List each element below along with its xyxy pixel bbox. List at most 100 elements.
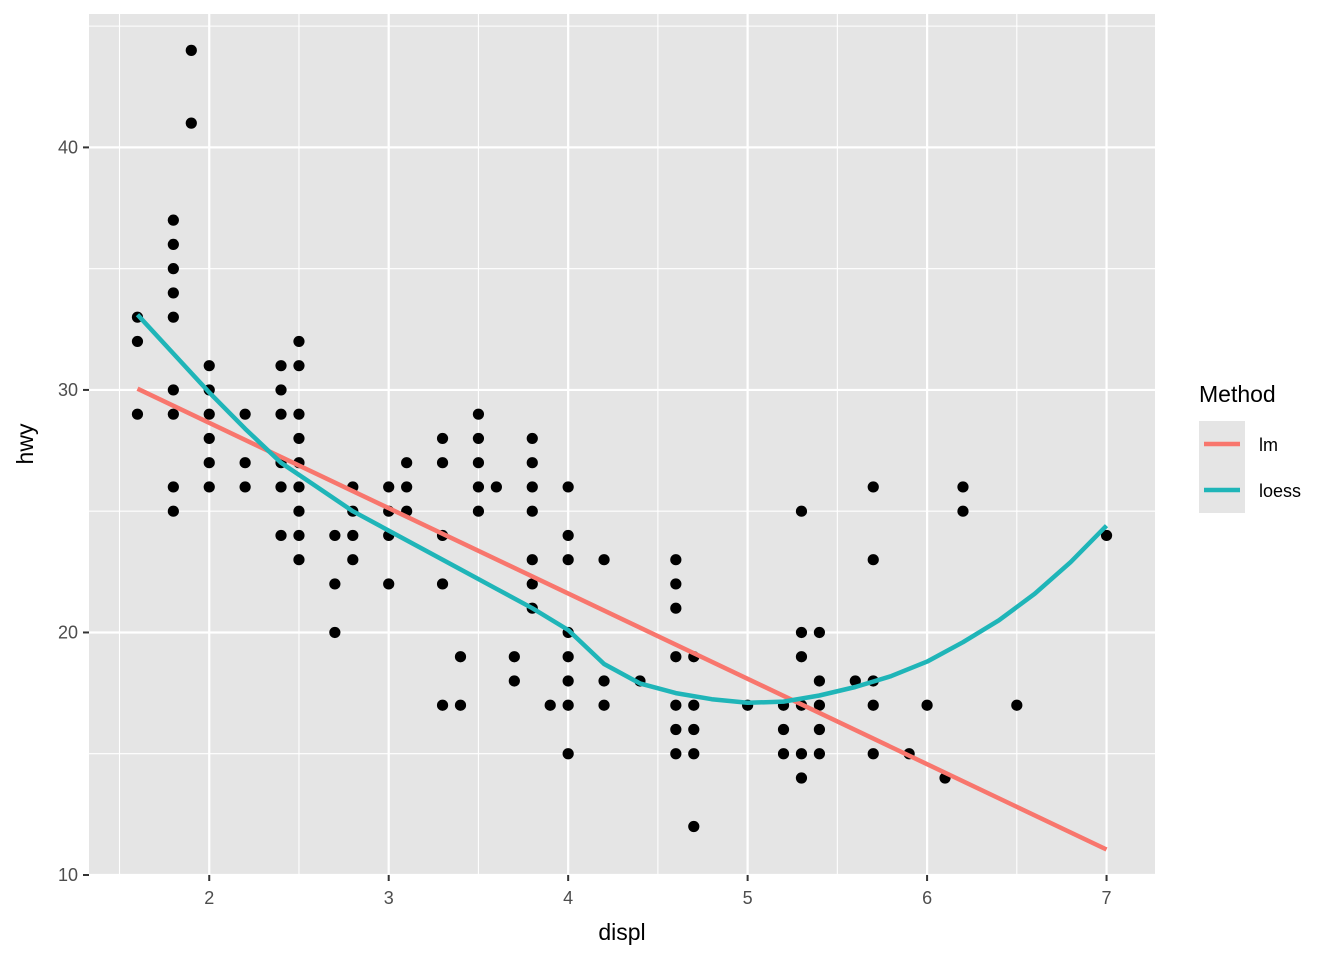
data-point <box>526 578 538 590</box>
data-point <box>490 481 502 493</box>
data-point <box>436 699 449 711</box>
data-point <box>329 529 341 542</box>
data-point <box>347 529 359 542</box>
data-point <box>203 408 215 420</box>
data-point <box>293 360 305 372</box>
data-point <box>562 529 574 542</box>
data-point <box>401 457 413 469</box>
data-point <box>472 432 485 445</box>
data-point <box>185 117 197 129</box>
x-tick-label: 7 <box>1102 888 1112 908</box>
data-point <box>167 408 179 420</box>
data-point <box>688 820 700 833</box>
data-point <box>867 699 879 711</box>
x-tick-label: 4 <box>563 888 573 908</box>
legend: Method lm loess <box>1199 381 1301 513</box>
data-point <box>526 505 538 517</box>
data-point <box>472 505 485 517</box>
data-point <box>329 626 341 639</box>
data-point <box>329 578 341 590</box>
data-point <box>670 554 682 566</box>
data-point <box>670 748 682 760</box>
data-point <box>562 481 574 493</box>
data-point <box>167 505 179 517</box>
data-point <box>454 699 467 711</box>
data-point <box>526 432 538 445</box>
data-point <box>131 408 144 420</box>
data-points <box>131 44 1113 833</box>
data-point <box>867 481 879 493</box>
data-point <box>167 311 179 323</box>
data-point <box>185 44 197 56</box>
data-point <box>347 554 359 566</box>
x-tick-label: 5 <box>743 888 753 908</box>
data-point <box>472 408 485 420</box>
series-line-loess <box>135 313 1109 706</box>
data-point <box>203 457 215 469</box>
y-tick-label: 40 <box>58 137 78 157</box>
data-point <box>508 651 520 663</box>
data-point <box>436 578 449 590</box>
data-point <box>275 481 287 493</box>
legend-label-loess: loess <box>1259 481 1301 501</box>
data-point <box>293 335 305 348</box>
data-point <box>239 457 251 469</box>
data-point <box>670 699 682 711</box>
grid-minor <box>89 14 1155 875</box>
y-tick-label: 30 <box>58 380 78 400</box>
data-point <box>167 238 179 251</box>
plot-panel <box>89 14 1155 875</box>
series-line-lm <box>136 386 1108 852</box>
data-point <box>275 408 287 420</box>
data-point <box>508 675 520 687</box>
data-point <box>293 432 305 445</box>
data-point <box>813 626 826 639</box>
data-point <box>239 481 251 493</box>
data-point <box>293 505 305 517</box>
data-point <box>203 360 215 372</box>
data-point <box>813 748 826 760</box>
data-point <box>526 481 538 493</box>
data-point <box>472 457 485 469</box>
data-point <box>688 699 700 711</box>
axes: 2 3 4 5 6 7 10 20 30 40 <box>58 137 1112 908</box>
data-point <box>795 772 808 784</box>
data-point <box>867 748 879 760</box>
y-tick-label: 10 <box>58 865 78 885</box>
x-tick-label: 2 <box>204 888 214 908</box>
data-point <box>688 748 700 760</box>
data-point <box>401 481 413 493</box>
data-point <box>795 651 808 663</box>
data-point <box>688 723 700 736</box>
data-point <box>795 748 808 760</box>
data-point <box>795 626 808 639</box>
data-point <box>598 699 610 711</box>
data-point <box>777 748 790 760</box>
data-point <box>275 384 287 396</box>
data-point <box>562 675 574 687</box>
y-tick-label: 20 <box>58 622 78 642</box>
grid-major <box>89 14 1155 877</box>
data-point <box>777 723 790 736</box>
data-point <box>436 457 449 469</box>
data-point <box>167 384 179 396</box>
data-point <box>131 335 144 348</box>
legend-label-lm: lm <box>1259 435 1278 455</box>
data-point <box>383 578 395 590</box>
data-point <box>293 529 305 542</box>
data-point <box>562 554 574 566</box>
data-point <box>436 432 449 445</box>
data-point <box>167 214 179 226</box>
data-point <box>293 554 305 566</box>
data-point <box>813 675 826 687</box>
data-point <box>670 602 682 614</box>
fit-lines <box>135 313 1109 852</box>
x-axis-title: displ <box>598 919 645 945</box>
data-point <box>598 554 610 566</box>
data-point <box>957 505 969 517</box>
data-point <box>562 651 574 663</box>
data-point <box>526 457 538 469</box>
data-point <box>239 408 251 420</box>
data-point <box>562 699 574 711</box>
